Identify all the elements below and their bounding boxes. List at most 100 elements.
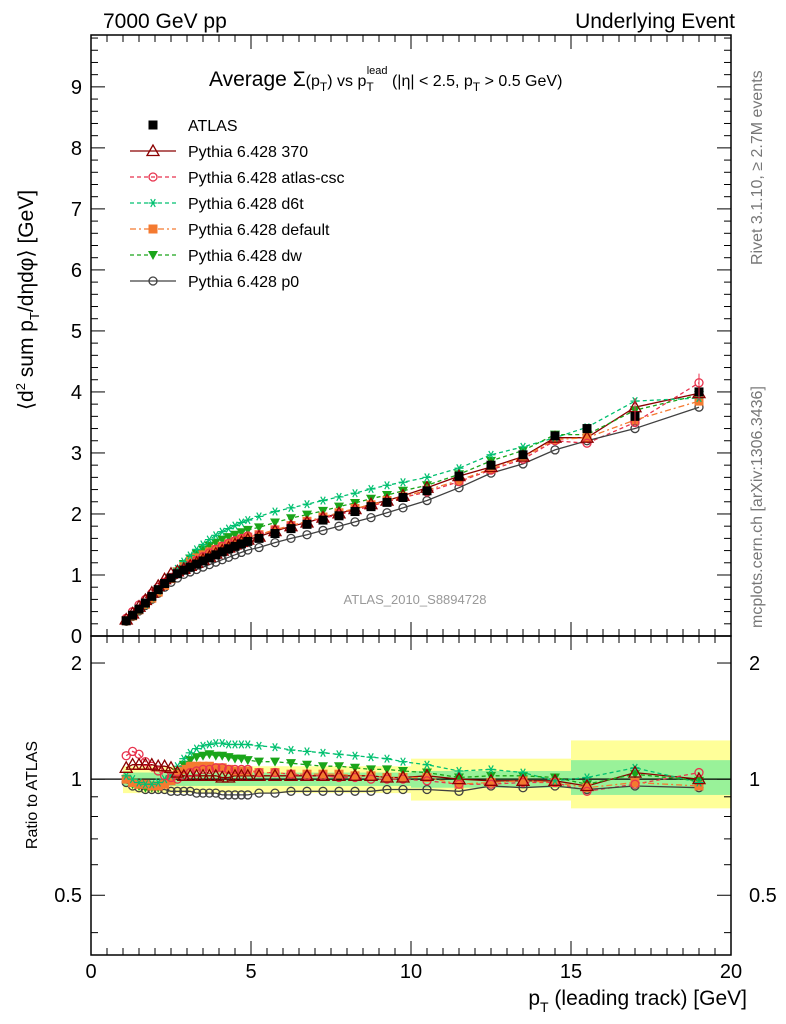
data-point-shape [270,528,280,538]
ratio-data-point-shape [254,788,264,798]
data-point [230,521,240,530]
ratio-data-point-shape [170,765,185,778]
data-point [230,530,240,540]
ratio-data-point [270,788,280,798]
data-point-stroke [213,531,219,540]
ratio-data-point-stroke [149,780,155,789]
ratio-data-point [422,760,432,769]
legend-label: Pythia 6.428 d6t [188,196,304,213]
data-point [318,515,328,525]
ratio-data-point [366,774,376,784]
legend-marker [148,224,158,234]
ratio-data-point-shape [318,769,328,779]
data-point [254,523,264,533]
ratio-data-point [204,761,214,771]
data-point-shape [210,538,221,548]
data-point-shape [582,438,592,448]
ratio-data-point-stroke [288,745,294,755]
data-point [211,544,221,554]
ratio-data-point [515,773,531,786]
ratio-data-point-shape [382,772,392,782]
data-point [217,535,228,545]
main-panel: 0 1 2 3 4 5 6 7 8 9 [71,34,732,648]
data-point [243,536,253,546]
data-point [211,550,221,560]
data-point-stroke [456,464,462,473]
data-point [302,510,312,520]
data-point [302,530,312,540]
ratio-data-point [147,781,157,791]
ratio-data-point-stroke [272,743,278,752]
ratio-data-point-shape [121,774,131,784]
data-point [230,550,240,560]
ratio-data-point-shape [217,790,227,800]
ratio-data-point [691,771,707,785]
data-point-shape [486,460,496,470]
data-point-shape [286,533,296,544]
legend-label: Pythia 6.428 p0 [188,274,299,291]
legend-marker [148,276,158,286]
ratio-data-point-stroke [456,766,462,776]
data-point-shape [242,525,253,535]
ratio-data-point [283,768,299,781]
ratio-data-point-shape [302,760,312,770]
data-point-shape [270,537,280,548]
ratio-data-point-shape [451,771,467,785]
ratio-data-point [454,773,464,783]
ratio-data-point-shape [254,757,264,767]
data-point [579,430,595,443]
ratio-data-point [366,771,376,781]
ratio-data-point [166,786,176,796]
ratio-data-point [318,769,328,779]
ratio-data-point-shape [302,786,312,796]
data-point [236,534,246,544]
ratio-data-point-shape [144,757,159,770]
data-point-shape [160,579,170,589]
data-point-shape [398,486,408,496]
ratio-data-point [302,760,312,770]
data-point [318,525,328,536]
data-point-stroke [368,484,374,494]
ratio-data-point [315,768,331,781]
ratio-ytick-label-right: 1 [749,769,760,791]
ratio-data-point [192,744,202,753]
ratio-data-point [163,760,179,773]
data-point [153,585,163,595]
data-point-stroke [200,540,206,549]
data-point-shape [334,511,344,521]
ratio-data-point [422,784,432,795]
data-point [454,471,464,481]
main-ytick-label: 3 [71,443,82,465]
ratio-data-point-shape [334,769,344,779]
ratio-data-point-stroke [336,750,342,759]
main-frame [90,34,732,637]
data-point-shape [230,536,240,546]
ratio-xtick-label: 10 [400,961,422,983]
ratio-data-point-shape [191,753,202,763]
ratio-data-point-shape [166,786,176,796]
main-ytick-label: 8 [71,138,82,160]
data-point [286,533,296,544]
data-point [140,598,150,608]
ratio-data-point [254,788,264,798]
ratio-data-point-shape [382,784,392,795]
ratio-data-point-shape [398,772,408,782]
data-point [382,481,392,490]
data-point-stroke [272,507,278,516]
ratio-data-point-stroke [384,754,390,763]
data-point [254,512,264,521]
ratio-data-point-shape [157,758,172,772]
ratio-data-point [286,786,296,796]
series-line [125,382,700,619]
ratio-data-point-shape [223,790,234,800]
data-point-shape [217,535,228,545]
data-point-shape [185,557,195,567]
data-point-shape [398,492,408,502]
data-point [318,496,328,505]
ratio-data-point-shape [270,757,280,767]
data-point [422,473,432,482]
data-point-stroke [193,545,200,554]
ratio-data-point [230,764,240,775]
ratio-data-point [211,788,221,798]
